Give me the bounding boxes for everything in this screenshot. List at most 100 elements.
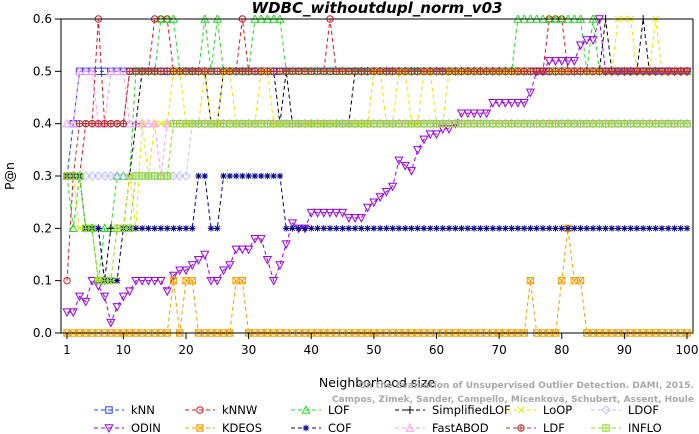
data-point-cof bbox=[295, 225, 302, 232]
data-point-inflo bbox=[107, 276, 115, 285]
data-point-ldf bbox=[182, 67, 190, 76]
data-point-odin bbox=[488, 99, 498, 108]
data-point-ldf bbox=[238, 67, 247, 76]
data-point-odin bbox=[325, 208, 335, 218]
data-point-kdeos bbox=[188, 276, 196, 285]
legend-label: FastABOD bbox=[432, 421, 489, 434]
data-point-cof bbox=[245, 172, 252, 180]
data-point-cof bbox=[395, 225, 403, 232]
data-point-inflo bbox=[125, 224, 134, 233]
data-point-cof bbox=[639, 225, 647, 232]
x-tick-label: 30 bbox=[241, 343, 256, 357]
data-point-ldf bbox=[583, 67, 591, 76]
data-point-odin bbox=[550, 57, 561, 66]
data-point-cof bbox=[145, 225, 152, 232]
data-point-odin bbox=[557, 57, 567, 66]
data-point-cof bbox=[508, 225, 515, 232]
data-point-ldf bbox=[558, 67, 566, 76]
data-point-inflo bbox=[495, 119, 503, 128]
data-point-odin bbox=[68, 308, 78, 318]
legend-marker-inflo bbox=[602, 424, 610, 432]
legend-item-ldof: LDOF bbox=[591, 403, 659, 417]
data-point-cof bbox=[132, 225, 140, 232]
data-point-odin bbox=[312, 208, 323, 218]
series-simplifiedlof bbox=[63, 15, 691, 285]
y-tick-label: 0.6 bbox=[33, 12, 52, 26]
series-line-loop bbox=[67, 18, 687, 282]
data-point-cof bbox=[489, 225, 497, 232]
data-point-fastabod bbox=[62, 118, 72, 128]
y-axis: 0.0 0.1 0.2 0.3 0.4 0.5 0.6 bbox=[33, 12, 61, 340]
data-point-ldof bbox=[118, 171, 129, 181]
data-point-kdeos bbox=[526, 276, 535, 285]
data-point-odin bbox=[87, 276, 97, 286]
data-point-cof bbox=[577, 225, 584, 232]
data-point-odin bbox=[243, 245, 254, 255]
data-point-odin bbox=[575, 41, 586, 51]
legend-label: COF bbox=[328, 421, 352, 434]
legend-label: ODIN bbox=[131, 421, 161, 434]
data-point-ldf bbox=[376, 67, 384, 76]
x-tick-label: 80 bbox=[554, 343, 569, 357]
data-point-fastabod bbox=[124, 118, 135, 128]
data-point-odin bbox=[369, 198, 379, 208]
data-point-odin bbox=[187, 261, 197, 271]
data-point-ldf bbox=[125, 67, 134, 76]
data-point-odin bbox=[218, 266, 229, 276]
data-point-ldf bbox=[263, 67, 272, 76]
data-point-cof bbox=[289, 225, 296, 232]
data-point-cof bbox=[527, 225, 534, 232]
data-point-odin bbox=[463, 109, 473, 119]
data-point-cof bbox=[157, 225, 165, 232]
data-point-inflo bbox=[176, 119, 184, 128]
data-point-cof bbox=[333, 225, 340, 232]
x-axis: 1 10 20 30 40 50 60 70 80 90 100 bbox=[63, 333, 698, 357]
x-tick-label: 90 bbox=[617, 343, 632, 357]
data-point-ldof bbox=[112, 171, 122, 181]
data-point-ldf bbox=[332, 67, 340, 76]
data-point-cof bbox=[339, 225, 346, 232]
data-point-ldf bbox=[226, 67, 234, 76]
data-point-odin bbox=[143, 276, 154, 286]
data-point-odin bbox=[237, 245, 247, 255]
data-point-ldf bbox=[633, 67, 641, 76]
x-tick-label: 20 bbox=[178, 343, 193, 357]
legend-label: kNNW bbox=[222, 403, 257, 417]
data-point-odin bbox=[206, 276, 216, 286]
legend-label: KDEOS bbox=[222, 421, 262, 434]
chart-title: WDBC_withoutdupl_norm_v03 bbox=[252, 0, 503, 17]
data-point-odin bbox=[212, 276, 222, 286]
data-point-odin bbox=[356, 214, 366, 223]
data-point-ldf bbox=[476, 67, 485, 76]
data-point-cof bbox=[546, 225, 553, 232]
series-ldf bbox=[63, 67, 691, 180]
data-point-cof bbox=[627, 225, 634, 232]
data-point-ldf bbox=[457, 67, 466, 76]
data-point-fastabod bbox=[81, 66, 91, 76]
data-point-odin bbox=[406, 167, 417, 176]
data-point-ldf bbox=[670, 67, 679, 76]
data-point-ldf bbox=[288, 67, 297, 76]
data-point-cof bbox=[571, 225, 578, 232]
data-point-cof bbox=[401, 225, 409, 232]
series-knnw bbox=[63, 15, 691, 285]
data-point-ldf bbox=[601, 67, 610, 76]
data-point-cof bbox=[345, 225, 353, 232]
data-point-ldf bbox=[482, 67, 491, 76]
data-point-ldf bbox=[407, 67, 416, 76]
data-point-odin bbox=[124, 287, 135, 297]
legend-marker-knnw bbox=[196, 406, 204, 414]
data-point-odin bbox=[269, 276, 279, 286]
data-point-cof bbox=[445, 225, 453, 232]
data-point-cof bbox=[589, 225, 597, 232]
data-point-ldf bbox=[589, 67, 597, 76]
data-point-cof bbox=[232, 172, 240, 180]
y-tick-label: 0.4 bbox=[33, 117, 52, 131]
data-point-odin bbox=[475, 109, 485, 119]
data-point-ldf bbox=[401, 67, 409, 76]
data-point-cof bbox=[326, 225, 334, 232]
x-tick-label: 10 bbox=[116, 343, 131, 357]
data-point-ldf bbox=[470, 67, 478, 76]
data-point-cof bbox=[439, 225, 446, 232]
data-point-ldf bbox=[464, 67, 472, 76]
